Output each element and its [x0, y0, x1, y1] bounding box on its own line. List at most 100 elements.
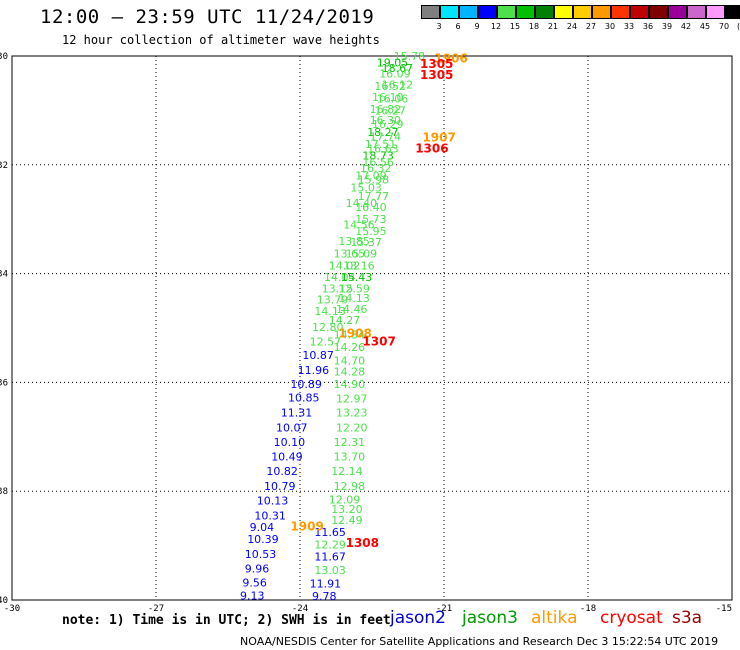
- wave-height-label: 15.03: [350, 182, 382, 195]
- color-scale-label: 6: [455, 22, 461, 31]
- wave-height-label: 9.78: [312, 590, 337, 603]
- color-swatch: [706, 5, 725, 19]
- color-scale-label: 39: [661, 22, 673, 31]
- color-scale-label: 27: [585, 22, 597, 31]
- wave-height-label: 16.29: [372, 118, 404, 131]
- pass-number-label: 1305: [420, 68, 453, 82]
- lon-tick-label: -24: [292, 604, 308, 614]
- lon-tick-label: -18: [580, 604, 596, 614]
- legend-item-cryosat: cryosat: [600, 608, 663, 628]
- wave-height-label: 10.31: [254, 510, 286, 523]
- wave-height-label: 11.31: [281, 406, 313, 419]
- lat-tick-label: -38: [0, 487, 8, 497]
- wave-height-label: 16.82: [370, 103, 402, 116]
- lon-tick-label: -27: [148, 604, 164, 614]
- wave-height-label: 16.52: [374, 80, 406, 93]
- color-swatch: [497, 5, 516, 19]
- wave-height-label: 17.51: [365, 138, 397, 151]
- pass-number-label: 1909: [290, 520, 323, 534]
- wave-height-label: 12.57: [310, 336, 342, 349]
- legend-item-jason2: jason2: [390, 608, 446, 628]
- wave-height-label: 13.65: [334, 247, 366, 260]
- wave-height-label: 13.79: [317, 294, 349, 307]
- wave-height-label: 16.12: [382, 78, 414, 91]
- wave-height-label: 13.16: [343, 259, 375, 272]
- wave-height-label: 9.56: [242, 577, 267, 590]
- color-scale-label: 42: [680, 22, 692, 31]
- pass-number-label: 1308: [346, 536, 379, 550]
- legend-item-jason3: jason3: [462, 608, 518, 628]
- wave-height-label: 10.79: [264, 480, 296, 493]
- wave-height-label: 14.13: [314, 305, 346, 318]
- wave-height-label: 16.10: [372, 91, 404, 104]
- color-scale-label: 3: [436, 22, 442, 31]
- wave-height-label: 16.63: [367, 142, 399, 155]
- wave-height-label: 10.39: [247, 533, 279, 546]
- color-swatch: [611, 5, 630, 19]
- color-swatch: [592, 5, 611, 19]
- color-scale-label: 36: [642, 22, 654, 31]
- wave-height-label: 13.70: [334, 450, 366, 463]
- wave-height-label: 16.56: [362, 156, 394, 169]
- wave-height-label: 13.85: [338, 235, 370, 248]
- color-swatch: [421, 5, 440, 19]
- color-scale-label: 18: [528, 22, 540, 31]
- color-swatch: [725, 5, 740, 19]
- wave-height-label: 14.90: [334, 378, 366, 391]
- wave-height-label: 12.98: [334, 480, 366, 493]
- wave-height-label: 14.26: [334, 341, 366, 354]
- color-swatch: [573, 5, 592, 19]
- lat-tick-label: -40: [0, 596, 8, 606]
- wave-height-label: 11.96: [298, 364, 330, 377]
- color-scale-label: 33: [623, 22, 635, 31]
- wave-height-label: 10.53: [245, 548, 276, 561]
- color-swatch: [516, 5, 535, 19]
- color-scale-label: 30: [604, 22, 616, 31]
- wave-height-label: 10.49: [271, 450, 303, 463]
- wave-height-label: 15.95: [355, 225, 387, 238]
- wave-height-label: 19.05: [377, 57, 409, 70]
- lat-tick-label: -30: [0, 52, 8, 62]
- lat-tick-label: -36: [0, 378, 8, 388]
- page-subtitle: 12 hour collection of altimeter wave hei…: [62, 33, 380, 47]
- pass-number-label: 1306: [415, 141, 448, 155]
- wave-height-label: 14.13: [338, 292, 370, 305]
- wave-height-label: 16.30: [370, 114, 402, 127]
- wave-height-label: 16.09: [379, 67, 411, 80]
- pass-number-label: 1908: [338, 326, 371, 340]
- wave-height-label: 13.20: [331, 503, 363, 516]
- lon-tick-label: -30: [4, 604, 20, 614]
- wave-height-label: 11.67: [314, 550, 346, 563]
- wave-height-label: 11.91: [310, 578, 342, 591]
- wave-height-label: 14.34: [334, 329, 366, 342]
- pass-number-label: 1907: [422, 131, 455, 145]
- wave-height-label: 16.40: [355, 201, 387, 214]
- wave-height-label: 17.09: [355, 170, 387, 183]
- wave-height-label: 15.98: [358, 173, 390, 186]
- wave-height-label: 12.14: [331, 465, 363, 478]
- wave-height-label: 10.87: [302, 349, 334, 362]
- color-swatch: [459, 5, 478, 19]
- wave-height-label: 13.15: [322, 282, 354, 295]
- lon-tick-label: -21: [436, 604, 452, 614]
- wave-height-label: 9.04: [250, 521, 275, 534]
- wave-height-label: 18.67: [382, 62, 414, 75]
- color-swatch: [554, 5, 573, 19]
- color-scale-label: (ft): [736, 22, 740, 31]
- wave-height-label: 14.04: [324, 271, 356, 284]
- wave-height-label: 15.09: [346, 247, 378, 260]
- wave-height-label: 14.28: [334, 366, 366, 379]
- wave-height-label: 9.13: [240, 590, 265, 603]
- wave-height-label: 13.03: [314, 564, 346, 577]
- color-scale-label: 21: [547, 22, 559, 31]
- color-swatch: [478, 5, 497, 19]
- pass-number-label: 1307: [362, 335, 395, 349]
- wave-height-label: 16.06: [377, 92, 409, 105]
- color-scale-label: 9: [474, 22, 480, 31]
- wave-height-label: 10.07: [276, 422, 308, 435]
- wave-height-label: 15.37: [350, 236, 382, 249]
- legend-item-s3a: s3a: [672, 608, 703, 628]
- wave-height-label: 10.10: [274, 436, 306, 449]
- wave-height-label: 18.27: [367, 126, 399, 139]
